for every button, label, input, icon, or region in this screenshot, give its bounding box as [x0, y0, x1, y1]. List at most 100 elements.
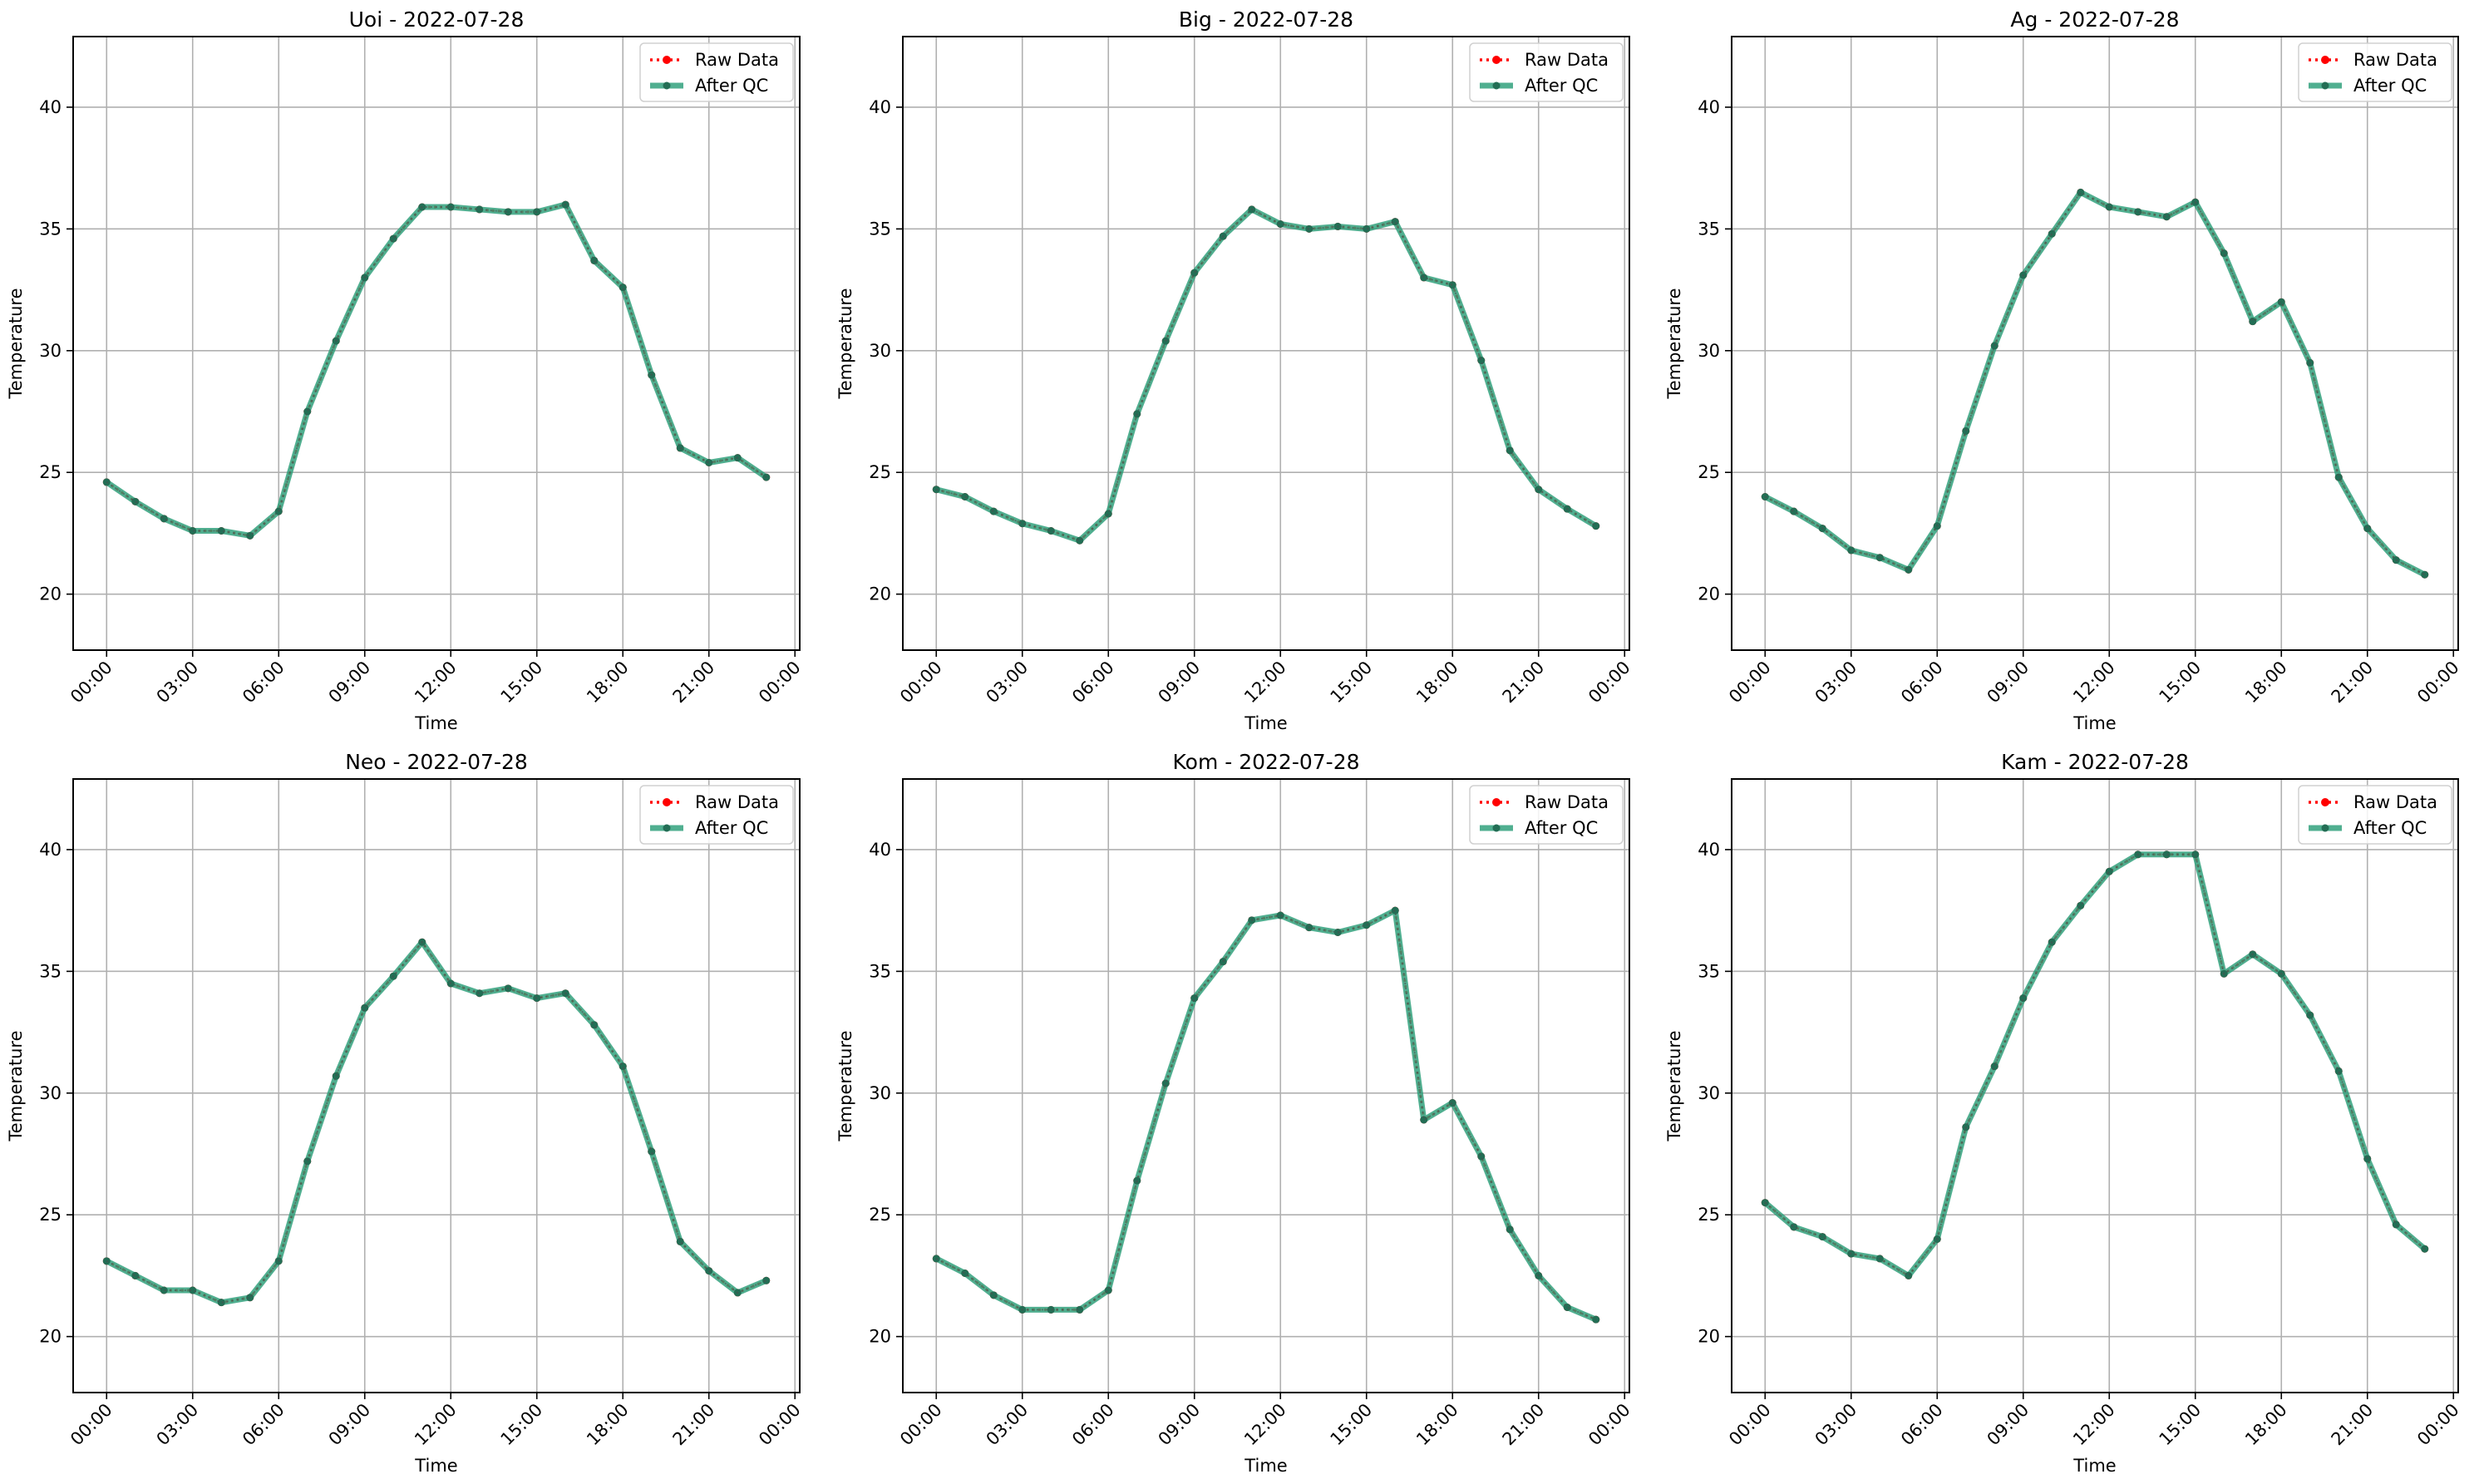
x-axis-label: Time	[414, 1456, 457, 1476]
qc-data-point	[961, 1270, 969, 1277]
legend-raw-marker	[1492, 56, 1501, 64]
qc-data-point	[1990, 1062, 1998, 1071]
x-tick-label: 06:00	[1068, 658, 1118, 707]
plot-frame	[1731, 36, 2459, 651]
qc-data-point	[1477, 1152, 1486, 1161]
chart-panel-1: 20 25 30 35 40 00:00 03:00 06:00 09:00 12:00 15:00…	[6, 7, 805, 733]
x-tick-label: 18:00	[1412, 1400, 1462, 1450]
qc-data-point	[1047, 1305, 1055, 1314]
x-tick-label: 03:00	[1811, 658, 1861, 707]
legend-raw-marker	[663, 798, 671, 806]
x-tick-label: 00:00	[67, 1400, 116, 1450]
qc-data-point	[2077, 188, 2085, 196]
qc-data-point	[1391, 906, 1399, 915]
y-tick-label: 30	[1698, 1083, 1720, 1103]
plot-frame	[902, 778, 1630, 1393]
x-tick-label: 03:00	[153, 1400, 203, 1450]
x-tick-label: 06:00	[1897, 1400, 1947, 1450]
y-tick-label: 30	[1698, 341, 1720, 361]
legend-qc-label: After QC	[2353, 818, 2427, 838]
qc-data-point	[332, 1072, 340, 1080]
x-tick-label: 00:00	[1725, 1400, 1775, 1450]
chart-panel-5: 20 25 30 35 40 00:00 03:00 06:00 09:00 12:00 15:00…	[835, 750, 1634, 1476]
x-tick-label: 00:00	[1725, 658, 1775, 707]
qc-data-point	[1818, 1233, 1826, 1241]
series-qc-line	[1763, 189, 2427, 578]
x-tick-label: 21:00	[2328, 658, 2378, 707]
qc-data-point	[160, 1286, 168, 1294]
y-axis-label: Temperature	[6, 288, 26, 399]
plot-frame	[902, 36, 1630, 651]
qc-data-point	[1990, 342, 1998, 350]
qc-data-point	[1190, 269, 1199, 277]
x-tick-label: 12:00	[411, 658, 461, 707]
legend-qc-label: After QC	[695, 818, 768, 838]
legend: Raw Data After QC	[2298, 42, 2452, 102]
qc-data-point	[1363, 921, 1371, 929]
legend-qc-label: After QC	[2353, 76, 2427, 96]
qc-data-point	[504, 208, 512, 216]
y-tick-label: 35	[1698, 961, 1720, 981]
qc-data-point	[217, 527, 225, 535]
x-tick-label: 00:00	[67, 658, 116, 707]
x-tick-label: 06:00	[1897, 658, 1947, 707]
qc-data-point	[705, 459, 713, 466]
qc-data-point	[1448, 281, 1456, 289]
series-raw-overlay	[1764, 853, 2426, 1277]
qc-data-point	[2220, 249, 2228, 258]
x-tick-label: 18:00	[2241, 658, 2291, 707]
y-axis-label: Temperature	[6, 1030, 26, 1141]
x-tick-label: 15:00	[1327, 1400, 1377, 1450]
x-tick-label: 18:00	[583, 658, 633, 707]
qc-data-point	[1477, 357, 1486, 364]
legend-raw-label: Raw Data	[1525, 50, 1609, 70]
legend-qc-marker	[2321, 81, 2329, 90]
qc-data-point	[2162, 850, 2171, 859]
qc-data-point	[303, 1157, 312, 1166]
legend: Raw Data After QC	[1469, 785, 1624, 845]
x-tick-label: 00:00	[1584, 1400, 1634, 1450]
qc-data-point	[1076, 536, 1084, 545]
legend-raw-marker	[2321, 798, 2329, 806]
qc-data-point	[131, 497, 140, 505]
x-tick-label: 09:00	[325, 658, 375, 707]
qc-data-point	[1363, 224, 1371, 233]
x-tick-label: 00:00	[1584, 658, 1634, 707]
x-tick-label: 15:00	[2156, 1400, 2205, 1450]
x-tick-label: 12:00	[2069, 658, 2119, 707]
series-raw-line	[106, 939, 767, 1304]
x-tick-label: 21:00	[669, 658, 719, 707]
y-axis-label: Temperature	[1664, 1030, 1684, 1141]
qc-data-point	[2421, 570, 2429, 579]
qc-data-point	[189, 527, 197, 535]
chart-title: Uoi - 2022-07-28	[349, 7, 525, 32]
legend-qc-label: After QC	[695, 76, 768, 96]
y-tick-label: 25	[1698, 1205, 1720, 1225]
x-tick-label: 18:00	[2241, 1400, 2291, 1450]
qc-data-point	[989, 1291, 998, 1299]
qc-data-point	[1333, 929, 1342, 936]
legend-raw-label: Raw Data	[695, 50, 779, 70]
x-tick-label: 18:00	[1412, 658, 1462, 707]
legend-qc-marker	[1492, 81, 1501, 90]
qc-data-point	[2392, 1220, 2400, 1229]
x-tick-label: 00:00	[755, 658, 805, 707]
x-tick-label: 06:00	[239, 658, 288, 707]
x-axis-label: Time	[2072, 713, 2116, 733]
x-tick-label: 21:00	[1499, 1400, 1549, 1450]
qc-data-point	[131, 1271, 140, 1279]
legend: Raw Data After QC	[639, 785, 794, 845]
x-tick-label: 12:00	[411, 1400, 461, 1450]
x-tick-label: 15:00	[497, 1400, 547, 1450]
y-tick-label: 30	[39, 341, 62, 361]
y-tick-label: 40	[39, 840, 62, 860]
x-tick-label: 00:00	[2413, 1400, 2463, 1450]
y-tick-label: 35	[869, 219, 891, 239]
series-raw-overlay	[936, 208, 1597, 542]
x-tick-label: 15:00	[2156, 658, 2205, 707]
x-tick-label: 00:00	[896, 1400, 946, 1450]
qc-data-point	[1305, 224, 1313, 233]
series-raw-line	[106, 203, 767, 537]
qc-data-point	[160, 515, 168, 523]
qc-data-point	[648, 1147, 656, 1156]
